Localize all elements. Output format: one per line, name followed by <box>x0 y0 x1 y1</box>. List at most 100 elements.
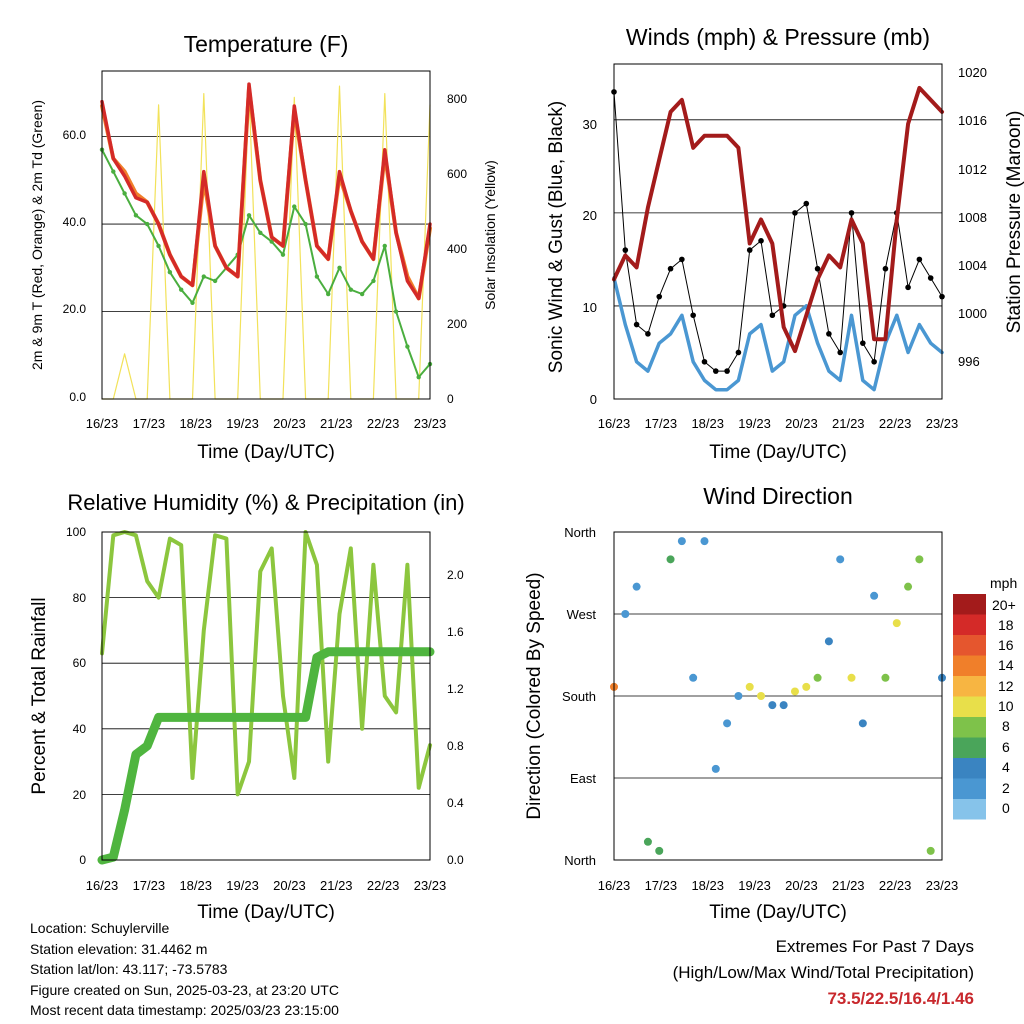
dewpoint-point-16 <box>280 252 286 257</box>
solar-ytick-800: 800 <box>447 92 467 106</box>
rh-ytick-80: 80 <box>73 591 87 605</box>
x-tick-label-4: 20/23 <box>785 878 818 893</box>
solar-ytick-400: 400 <box>447 242 467 256</box>
gust-point-21 <box>848 210 855 216</box>
temperature-2m-line <box>100 82 432 301</box>
legend-box-7 <box>953 737 986 758</box>
temperature-right-ticks: 0 200 400 600 800 <box>447 92 467 406</box>
direction-point-10 <box>723 719 732 728</box>
gust-line <box>613 91 943 372</box>
direction-point-7 <box>689 673 698 682</box>
legend-box-8 <box>953 758 986 779</box>
gust-point-19 <box>826 331 832 337</box>
gust-point-22 <box>860 340 866 346</box>
dewpoint-line <box>101 148 431 379</box>
humidity-right-ticks: 0.0 0.4 0.8 1.2 1.6 2.0 <box>447 568 464 867</box>
winds-right-axis-label: Station Pressure (Maroon) <box>1004 111 1024 334</box>
legend-label-20plus: 20+ <box>992 597 1016 613</box>
precip-ytick-2.0: 2.0 <box>447 568 464 582</box>
dewpoint-point-14 <box>258 230 263 236</box>
dewpoint-point-3 <box>133 213 139 218</box>
direction-point-1 <box>621 610 630 618</box>
pressure-line <box>612 85 944 354</box>
gust-point-6 <box>679 256 685 263</box>
x-tick-label-6: 22/23 <box>879 416 912 431</box>
direction-point-15 <box>779 701 788 710</box>
legend-label-4: 4 <box>1002 759 1010 775</box>
legend-box-3 <box>953 655 986 676</box>
winds-plot-frame <box>613 63 943 400</box>
x-tick-label-3: 19/23 <box>226 878 259 893</box>
dewpoint-point-8 <box>190 300 195 305</box>
wind-ytick-20: 20 <box>583 208 597 223</box>
dewpoint-point-19 <box>314 274 320 279</box>
direction-x-ticks: 16/23 17/23 18/23 19/23 20/23 21/23 22/23 23/23 <box>598 878 959 893</box>
dewpoint-point-2 <box>122 191 127 196</box>
extremes-heading: Extremes For Past 7 Days <box>775 937 974 956</box>
dir-ytick-north-top: North <box>564 525 596 540</box>
gust-point-8 <box>701 358 708 365</box>
gust-point-12 <box>746 247 753 253</box>
dewpoint-point-21 <box>337 265 342 270</box>
gust-point-18 <box>814 265 821 272</box>
direction-point-13 <box>757 692 766 700</box>
dewpoint-point-18 <box>303 221 308 227</box>
precip-ytick-0: 0.0 <box>447 853 464 867</box>
x-tick-label-5: 21/23 <box>320 416 353 431</box>
precipitation-series <box>97 647 435 865</box>
speed-legend: mph 20+ 18 16 14 12 10 8 6 4 2 0 <box>953 575 1017 820</box>
temp-ytick-20: 20.0 <box>63 302 87 316</box>
dewpoint-point-23 <box>359 291 365 297</box>
wind-ytick-10: 10 <box>583 300 597 315</box>
x-tick-label-2: 18/23 <box>179 878 212 893</box>
recent-timestamp: Most recent data timestamp: 2025/03/23 2… <box>30 1002 339 1018</box>
direction-gridlines <box>614 613 942 779</box>
station-info: Location: Schuylerville Station elevatio… <box>30 918 339 1021</box>
x-tick-label-7: 23/23 <box>926 878 959 893</box>
dewpoint-point-7 <box>178 287 184 292</box>
direction-plot-frame <box>613 531 943 861</box>
temperature-title: Temperature (F) <box>184 31 349 57</box>
rh-ytick-20: 20 <box>73 788 87 802</box>
rh-ytick-0: 0 <box>79 853 86 867</box>
dewpoint-point-9 <box>201 274 206 279</box>
x-tick-label-5: 21/23 <box>320 878 353 893</box>
pres-ytick-1008: 1008 <box>958 210 987 225</box>
direction-point-19 <box>824 637 833 646</box>
direction-point-27 <box>915 555 924 564</box>
dewpoint-point-5 <box>156 243 161 249</box>
direction-point-18 <box>813 673 822 682</box>
direction-title: Wind Direction <box>703 483 853 509</box>
legend-label-16: 16 <box>998 637 1014 653</box>
solar-ytick-200: 200 <box>447 317 467 331</box>
gust-point-4 <box>656 293 663 300</box>
direction-point-14 <box>768 701 777 710</box>
x-tick-label-1: 17/23 <box>133 878 166 893</box>
direction-point-3 <box>643 837 652 846</box>
legend-box-2 <box>953 635 986 656</box>
humidity-left-axis-label: Percent & Total Rainfall <box>29 597 50 794</box>
dewpoint-point-26 <box>393 309 399 314</box>
direction-point-26 <box>904 582 913 591</box>
direction-left-ticks: North East South West North <box>562 525 596 868</box>
temperature-x-axis-label: Time (Day/UTC) <box>197 442 335 463</box>
direction-point-21 <box>847 673 856 682</box>
dewpoint-point-4 <box>145 221 150 227</box>
gust-point-28 <box>927 275 934 281</box>
gust-point-16 <box>792 210 798 216</box>
legend-box-10 <box>953 799 986 820</box>
wind-ytick-0: 0 <box>590 392 597 407</box>
dewpoint-point-1 <box>111 169 116 174</box>
humidity-x-ticks: 16/23 17/23 18/23 19/23 20/23 21/23 22/23 23/23 <box>86 878 447 893</box>
humidity-x-axis-label: Time (Day/UTC) <box>197 902 335 923</box>
gust-point-20 <box>837 349 844 356</box>
extremes-values: 73.5/22.5/16.4/1.46 <box>827 989 974 1008</box>
x-tick-label-7: 23/23 <box>414 416 447 431</box>
gust-point-5 <box>667 265 674 272</box>
direction-point-8 <box>700 537 709 546</box>
direction-point-28 <box>926 846 935 855</box>
gust-point-27 <box>916 256 923 263</box>
x-tick-label-3: 19/23 <box>738 416 771 431</box>
temp-ytick-0: 0.0 <box>69 390 86 404</box>
